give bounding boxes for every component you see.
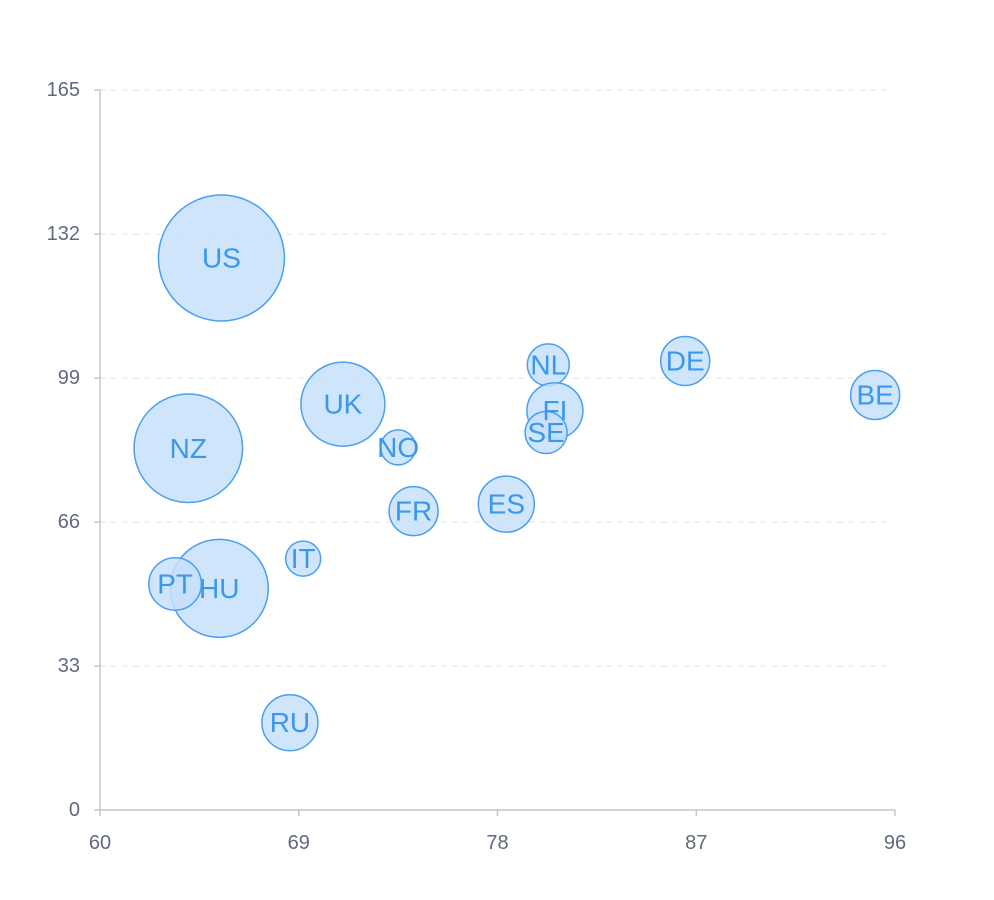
y-tick-label-66: 66: [58, 511, 80, 533]
x-tick-label-60: 60: [89, 832, 111, 854]
bubble-fr[interactable]: [388, 485, 439, 537]
bubble-de[interactable]: [659, 335, 711, 387]
y-tick-label-99: 99: [58, 367, 80, 389]
bubble-us[interactable]: [157, 194, 286, 322]
bubble-pt[interactable]: [148, 556, 203, 611]
bubble-label-hu: HU: [199, 573, 239, 604]
bubble-be[interactable]: [849, 369, 901, 421]
bubble-label-ru: RU: [270, 707, 310, 738]
bubble-label-no: NO: [377, 432, 419, 463]
y-tick-label-0: 0: [69, 799, 80, 821]
axes: 0 33 66 99 132 165 60 69 78 87 96: [47, 79, 907, 854]
bubble-uk[interactable]: [300, 361, 386, 447]
bubble-se[interactable]: [524, 410, 568, 455]
bubble-label-it: IT: [291, 543, 316, 574]
x-tick-label-96: 96: [884, 832, 906, 854]
x-tick-label-69: 69: [288, 832, 310, 854]
bubble-es[interactable]: [477, 475, 536, 533]
bubbles: [133, 194, 901, 752]
y-tick-label-33: 33: [58, 655, 80, 677]
bubble-label-uk: UK: [323, 389, 362, 420]
bubble-label-es: ES: [488, 489, 525, 520]
x-tick-label-87: 87: [685, 832, 707, 854]
bubble-label-de: DE: [666, 345, 705, 376]
bubble-label-nl: NL: [530, 349, 566, 380]
bubble-label-pt: PT: [157, 568, 193, 599]
bubble-label-se: SE: [527, 417, 564, 448]
y-tick-label-132: 132: [47, 223, 80, 245]
bubble-label-fr: FR: [395, 496, 432, 527]
bubble-ru[interactable]: [261, 693, 319, 752]
bubble-label-be: BE: [856, 380, 893, 411]
bubble-label-fi: FI: [542, 395, 567, 426]
bubble-nz[interactable]: [133, 393, 244, 504]
y-tick-label-165: 165: [47, 79, 80, 101]
x-tick-label-78: 78: [486, 832, 508, 854]
bubble-it[interactable]: [284, 540, 322, 577]
bubble-label-us: US: [202, 243, 241, 274]
bubble-no[interactable]: [379, 429, 417, 466]
bubble-label-nz: NZ: [170, 433, 207, 464]
